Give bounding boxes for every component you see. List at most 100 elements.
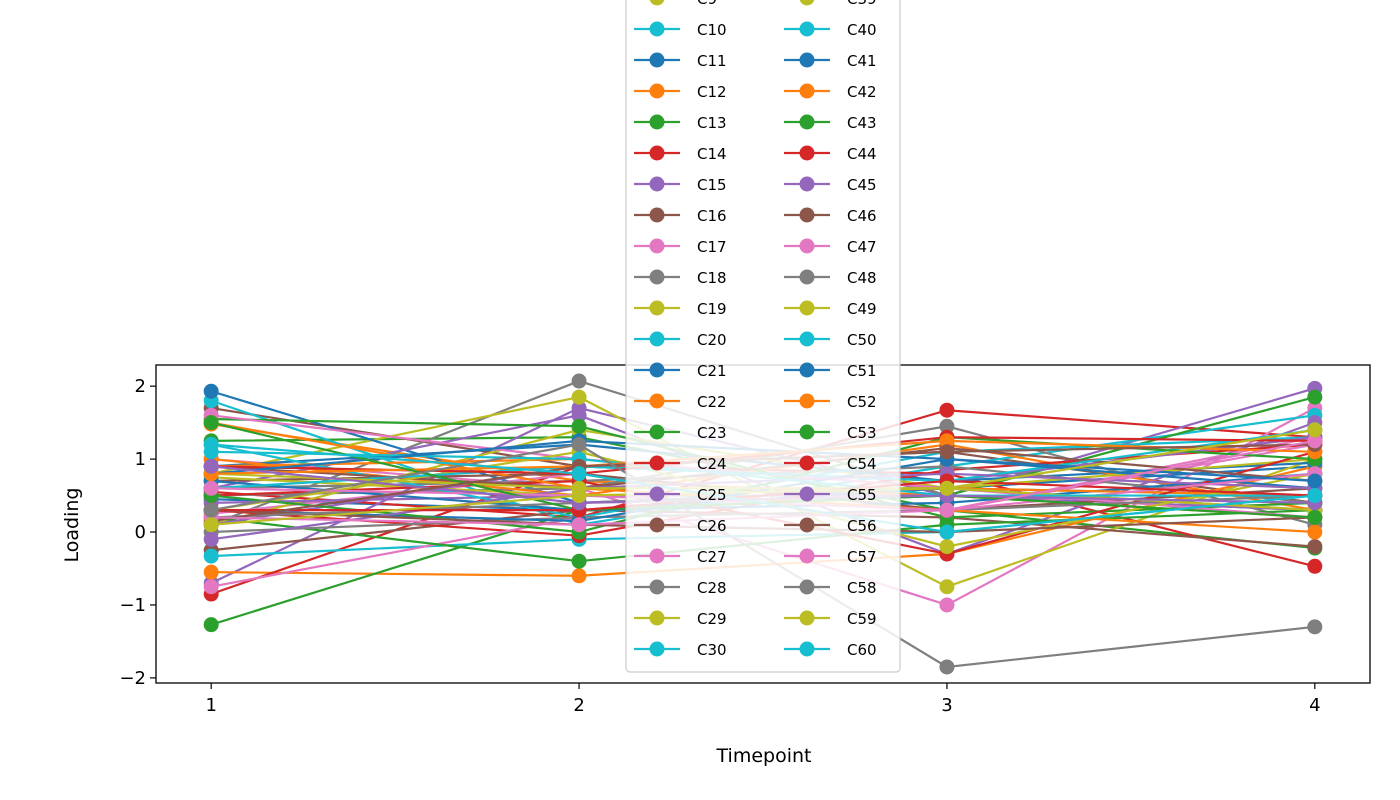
data-point [571, 437, 587, 452]
data-point [1307, 389, 1323, 405]
legend-entry-C30: C30 [634, 641, 727, 659]
legend-label: C22 [697, 393, 727, 411]
legend-entry-C17: C17 [634, 238, 727, 256]
legend-marker [799, 0, 815, 6]
legend-label: C55 [847, 486, 877, 504]
legend-entry-C13: C13 [634, 114, 727, 132]
x-axis-label: Timepoint [716, 745, 812, 767]
legend-entry-C52: C52 [784, 393, 877, 411]
legend-entry-C50: C50 [784, 331, 877, 349]
legend-label: C53 [847, 424, 877, 442]
data-point [203, 480, 219, 496]
legend-marker [649, 610, 665, 626]
legend-entry-C26: C26 [634, 517, 727, 535]
legend-label: C42 [847, 83, 877, 101]
data-point [939, 539, 955, 555]
legend-entry-C27: C27 [634, 548, 727, 566]
data-point [203, 437, 219, 452]
legend-marker [799, 641, 815, 657]
legend-label: C21 [697, 362, 727, 380]
x-tick-label: 1 [205, 695, 216, 716]
data-point [571, 373, 587, 389]
legend-label: C56 [847, 517, 877, 535]
data-point [203, 415, 219, 431]
legend-entry-C12: C12 [634, 83, 727, 101]
legend-entry-C10: C10 [634, 21, 727, 39]
y-tick-label: −2 [119, 668, 146, 689]
legend-entry-C44: C44 [784, 145, 877, 163]
legend-label: C26 [697, 517, 727, 535]
legend-marker [799, 300, 815, 316]
legend-marker [649, 579, 665, 595]
legend-label: C45 [847, 176, 877, 194]
data-point [571, 418, 587, 434]
legend-entry-C16: C16 [634, 207, 727, 225]
legend-label: C28 [697, 579, 727, 597]
data-point [203, 531, 219, 547]
data-point [571, 389, 587, 405]
legend-marker [649, 238, 665, 254]
data-point [939, 418, 955, 434]
legend-marker [649, 455, 665, 471]
legend-entry-C21: C21 [634, 362, 727, 380]
legend-label: C18 [697, 269, 727, 287]
legend-entry-C28: C28 [634, 579, 727, 597]
legend-label: C48 [847, 269, 877, 287]
legend-entry-C25: C25 [634, 486, 727, 504]
legend-marker [649, 145, 665, 161]
legend-label: C39 [847, 0, 877, 8]
legend-marker [649, 548, 665, 564]
x-tick-label: 2 [573, 695, 584, 716]
legend-label: C24 [697, 455, 727, 473]
legend-entry-C11: C11 [634, 52, 727, 70]
legend-entry-C47: C47 [784, 238, 877, 256]
legend-label: C13 [697, 114, 727, 132]
data-point [1307, 539, 1323, 555]
x-axis: 1 2 3 4 [205, 683, 1321, 716]
legend-marker [649, 641, 665, 657]
x-tick-label: 4 [1309, 695, 1320, 716]
legend-label: C17 [697, 238, 727, 256]
data-point [203, 548, 219, 564]
legend-label: C10 [697, 21, 727, 39]
y-axis-label: Loading [61, 488, 83, 563]
data-point [571, 488, 587, 504]
legend-marker [649, 269, 665, 285]
legend-entry-C48: C48 [784, 269, 877, 287]
legend-marker [649, 52, 665, 68]
data-point [1307, 619, 1323, 635]
legend-label: C57 [847, 548, 877, 566]
legend-entry-C54: C54 [784, 455, 877, 473]
legend-label: C43 [847, 114, 877, 132]
y-tick-label: 0 [135, 522, 146, 543]
legend-marker [649, 393, 665, 409]
legend-entry-C57: C57 [784, 548, 877, 566]
data-point [939, 659, 955, 675]
legend-label: C25 [697, 486, 727, 504]
legend-marker [799, 21, 815, 37]
legend-marker [649, 0, 665, 6]
y-axis: −2 −1 0 1 2 [119, 376, 156, 689]
data-point [939, 480, 955, 496]
legend-marker [799, 207, 815, 223]
data-point [571, 553, 587, 569]
legend-entry-C46: C46 [784, 207, 877, 225]
legend-marker [799, 52, 815, 68]
legend-label: C14 [697, 145, 727, 163]
legend-label: C59 [847, 610, 877, 628]
legend-marker [799, 114, 815, 130]
data-point [939, 597, 955, 613]
legend-entry-C58: C58 [784, 579, 877, 597]
data-point [1307, 558, 1323, 574]
legend-marker [799, 238, 815, 254]
legend-label: C16 [697, 207, 727, 225]
data-point [1307, 433, 1323, 449]
legend-marker [649, 300, 665, 316]
legend-entry-C29: C29 [634, 610, 727, 628]
data-point [203, 502, 219, 518]
legend-entry-C24: C24 [634, 455, 727, 473]
legend-entry-C42: C42 [784, 83, 877, 101]
data-point [571, 466, 587, 482]
data-point [203, 564, 219, 580]
